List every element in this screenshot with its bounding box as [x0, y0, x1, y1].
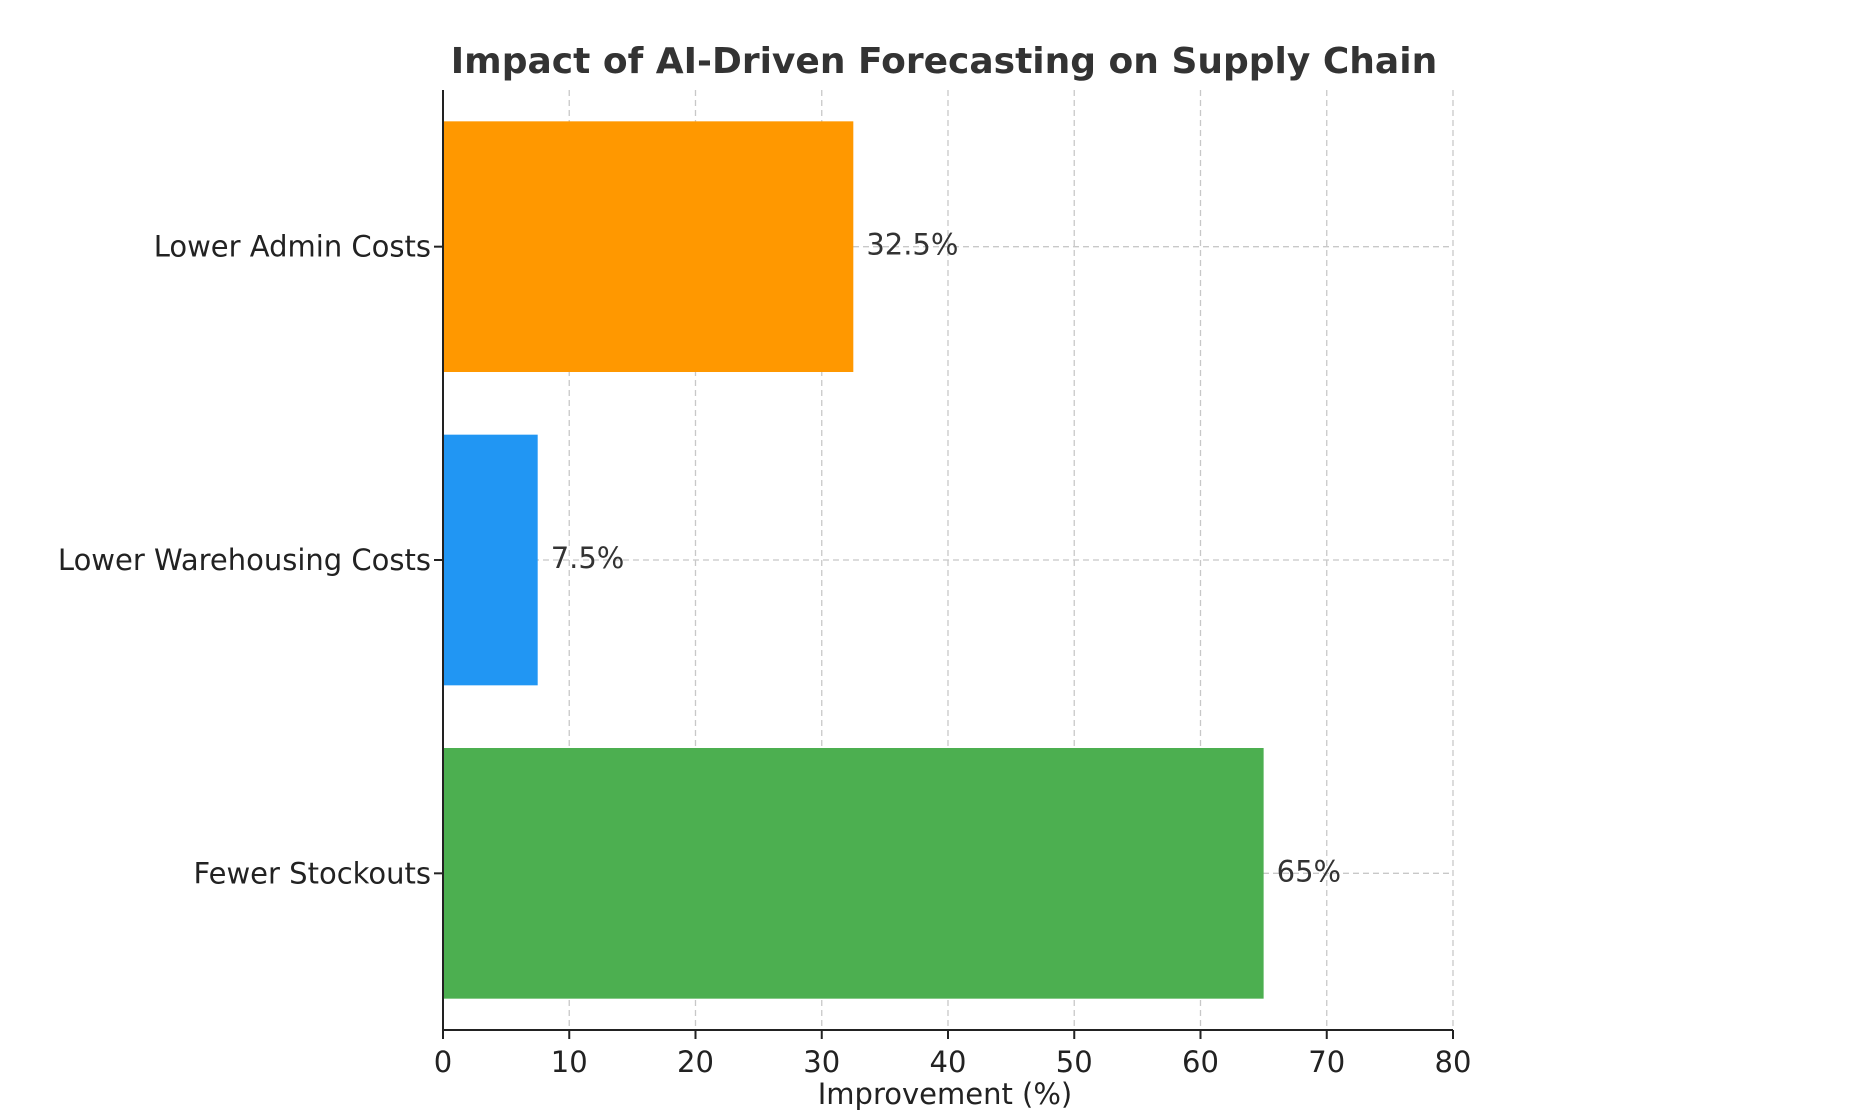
- bars: [443, 121, 1264, 999]
- bar-lower-admin-costs: [443, 121, 854, 372]
- axes: 0 10 20 30 40 50 60 70 80 Fewer Stockouts Lower Wa…: [58, 90, 1472, 1079]
- y-tick-label: Lower Warehousing Costs: [58, 543, 431, 577]
- data-label: 7.5%: [551, 541, 625, 575]
- x-tick-label: 60: [1182, 1045, 1219, 1079]
- bar-fewer-stockouts: [443, 748, 1264, 999]
- data-labels: 65% 7.5% 32.5%: [551, 228, 1341, 889]
- y-tick-label: Fewer Stockouts: [194, 856, 431, 890]
- y-tick-label: Lower Admin Costs: [154, 230, 431, 264]
- x-tick-label: 30: [803, 1045, 840, 1079]
- x-tick-label: 80: [1435, 1045, 1472, 1079]
- x-tick-label: 20: [677, 1045, 714, 1079]
- data-label: 65%: [1277, 854, 1341, 888]
- x-axis-label: Improvement (%): [818, 1077, 1073, 1111]
- data-label: 32.5%: [866, 228, 958, 262]
- x-tick-label: 40: [930, 1045, 967, 1079]
- x-tick-label: 10: [551, 1045, 588, 1079]
- x-tick-label: 0: [434, 1045, 452, 1079]
- chart-title: Impact of AI-Driven Forecasting on Suppl…: [451, 41, 1437, 82]
- x-tick-label: 50: [1056, 1045, 1093, 1079]
- bar-lower-warehousing-costs: [443, 434, 538, 686]
- x-tick-label: 70: [1308, 1045, 1345, 1079]
